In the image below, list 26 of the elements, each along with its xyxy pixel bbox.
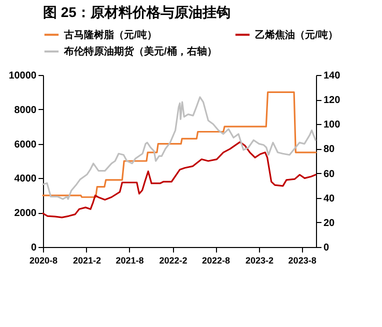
x-tick-label: 2021-2: [72, 256, 102, 266]
y2-tick-label: 40: [324, 193, 336, 204]
y2-tick-label: 120: [324, 95, 341, 106]
x-tick-label: 2022-8: [202, 256, 230, 266]
x-tick-label: 2020-8: [29, 256, 58, 266]
y-tick-label: 4000: [14, 174, 37, 185]
y-tick-label: 10000: [8, 70, 37, 82]
line-series: [42, 141, 316, 218]
y-tick-label: 6000: [14, 139, 37, 150]
x-tick-label: 2022-2: [159, 256, 188, 266]
y2-tick-label: 80: [324, 144, 336, 156]
y2-tick-label: 0: [324, 242, 330, 254]
y-tick-label: 2000: [14, 208, 37, 220]
y2-tick-label: 100: [324, 120, 341, 131]
x-tick-label: 2023-2: [246, 256, 274, 266]
y2-tick-label: 20: [324, 218, 336, 229]
y-tick-label: 8000: [14, 104, 37, 116]
legend-label: 乙烯焦油（元/吨）: [255, 28, 338, 41]
chart-title: 图 25：原材料价格与原油挂钩: [43, 4, 230, 20]
legend-label: 古马隆树脂（元/吨）: [63, 28, 157, 41]
y2-tick-label: 60: [324, 168, 336, 180]
y2-tick-label: 140: [324, 70, 341, 82]
x-tick-label: 2021-8: [116, 256, 144, 266]
x-tick-label: 2023-8: [288, 256, 316, 266]
y-tick-label: 0: [30, 242, 37, 254]
legend-label: 布伦特原油期货（美元/桶，右轴）: [63, 46, 217, 58]
